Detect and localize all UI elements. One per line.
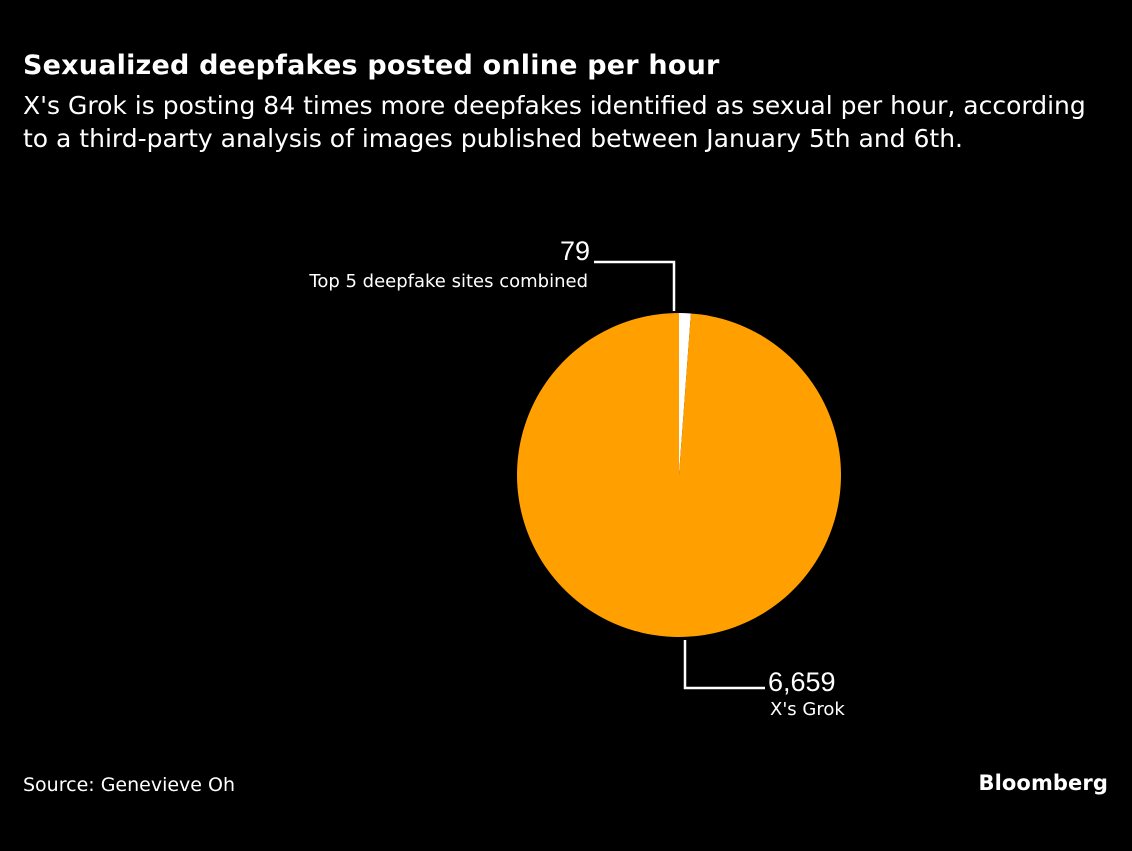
chart-subtitle: X's Grok is posting 84 times more deepfa… <box>23 91 1086 153</box>
top5-value-label: 79 <box>560 236 590 266</box>
grok-leader-line <box>683 640 765 690</box>
source-note: Source: Genevieve Oh <box>23 774 236 796</box>
pie-slice-top5-sites <box>679 313 691 475</box>
top5-leader-line <box>594 260 676 311</box>
pie-slice-grok <box>516 313 841 637</box>
top5-series-label: Top 5 deepfake sites combined <box>308 271 588 292</box>
pie-slices <box>516 313 841 637</box>
grok-value-label: 6,659 <box>768 667 836 697</box>
chart-title: Sexualized deepfakes posted online per h… <box>23 50 720 81</box>
bloomberg-logo: Bloomberg <box>978 771 1108 795</box>
grok-series-label: X's Grok <box>770 699 845 720</box>
